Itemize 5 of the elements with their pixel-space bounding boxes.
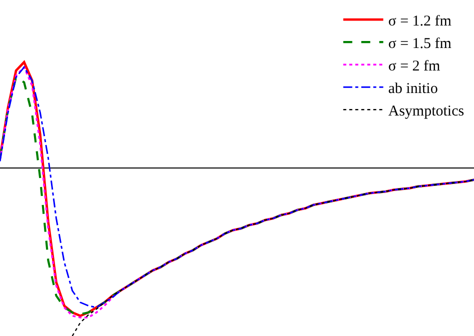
legend-label: σ = 2 fm <box>388 58 441 74</box>
legend-label: σ = 1.2 fm <box>388 13 452 30</box>
legend-label: ab initio <box>388 80 438 97</box>
legend-label: Asymptotics <box>388 103 464 120</box>
legend-label: σ = 1.5 fm <box>388 36 452 52</box>
